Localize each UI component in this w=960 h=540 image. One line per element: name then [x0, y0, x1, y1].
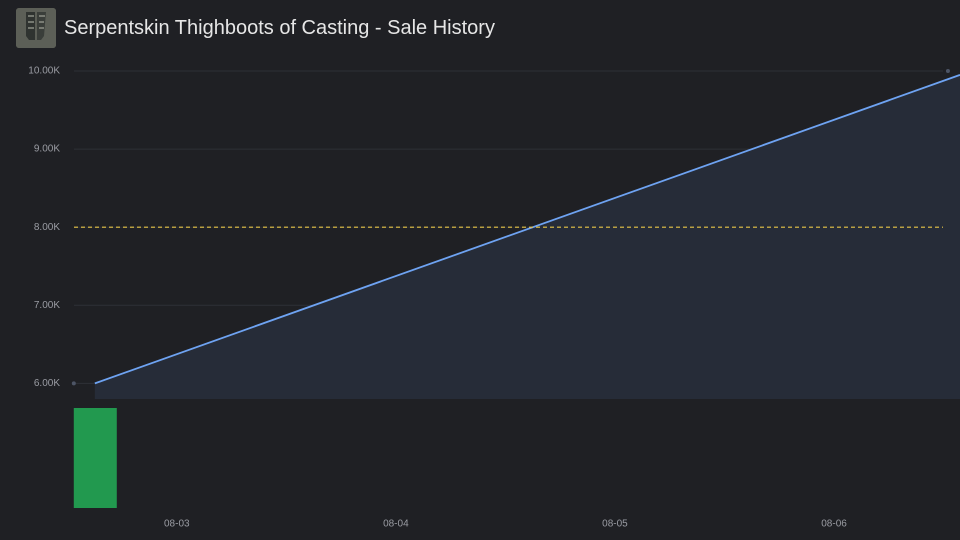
sale-point	[71, 381, 76, 386]
header: Serpentskin Thighboots of Casting - Sale…	[16, 8, 495, 48]
chart-title: Serpentskin Thighboots of Casting - Sale…	[64, 16, 495, 39]
x-tick-label: 08-04	[383, 519, 409, 530]
price-area	[94, 74, 960, 399]
volume-bar	[73, 408, 117, 508]
x-tick-label: 08-05	[602, 519, 628, 530]
x-tick-label: 08-03	[164, 519, 190, 530]
y-tick-label: 7.00K	[34, 300, 60, 311]
price-line	[94, 74, 960, 385]
y-tick-label: 8.00K	[34, 222, 60, 233]
item-icon	[16, 8, 56, 48]
sale-point	[945, 69, 950, 73]
y-tick-label: 10.00K	[28, 66, 60, 77]
y-tick-label: 9.00K	[34, 144, 60, 155]
x-tick-label: 08-06	[821, 519, 847, 530]
y-tick-label: 6.00K	[34, 378, 60, 389]
icon-graphic	[16, 8, 56, 48]
